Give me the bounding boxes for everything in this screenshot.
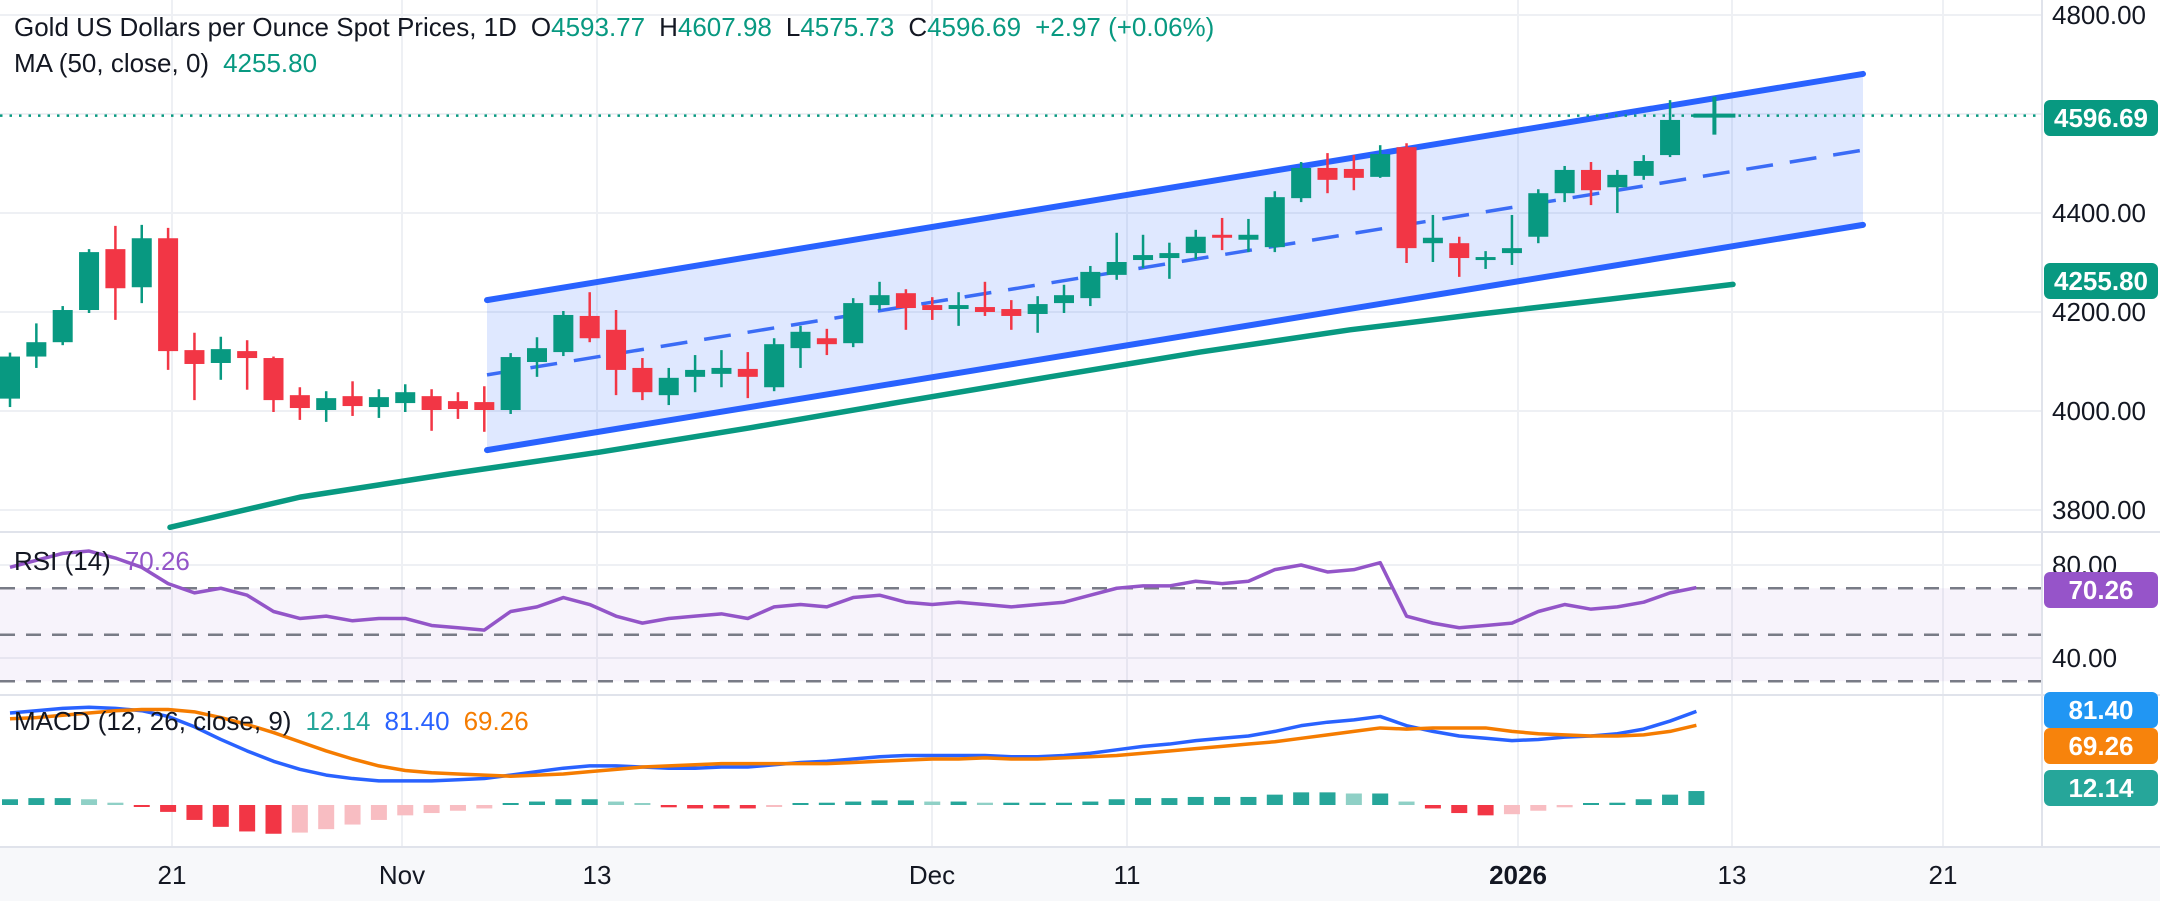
- panel-separators: [0, 531, 2160, 696]
- svg-text:12.14: 12.14: [2068, 773, 2134, 803]
- macd-histogram: [2, 791, 1705, 834]
- svg-text:70.26: 70.26: [2068, 575, 2133, 605]
- svg-text:40.00: 40.00: [2052, 643, 2117, 673]
- svg-text:4400.00: 4400.00: [2052, 198, 2146, 228]
- svg-text:2026: 2026: [1489, 860, 1547, 890]
- rsi-level-lines: [0, 587, 2042, 683]
- rsi-label: RSI (14): [14, 546, 111, 576]
- current-bar-marker: [1693, 96, 1736, 135]
- svg-text:4596.69: 4596.69: [2054, 103, 2148, 133]
- svg-text:21: 21: [158, 860, 187, 890]
- rsi-legend-row[interactable]: RSI (14) 70.26: [14, 546, 190, 577]
- symbol-title: Gold US Dollars per Ounce Spot Prices, 1…: [14, 12, 517, 42]
- candlestick-series[interactable]: [0, 100, 1681, 432]
- svg-text:13: 13: [1718, 860, 1747, 890]
- parallel-channel[interactable]: [484, 70, 1866, 454]
- svg-text:69.26: 69.26: [2068, 731, 2133, 761]
- svg-text:4255.80: 4255.80: [2054, 266, 2148, 296]
- ma-legend-row[interactable]: MA (50, close, 0) 4255.80: [14, 48, 317, 79]
- svg-text:4000.00: 4000.00: [2052, 396, 2146, 426]
- time-axis[interactable]: [0, 848, 2160, 901]
- ohlc-close: C 4596.69: [908, 12, 1022, 42]
- macd-signal-line[interactable]: [9, 707, 1697, 778]
- macd-legend-row[interactable]: MACD (12, 26, close, 9) 12.14 81.40 69.2…: [14, 706, 529, 737]
- svg-text:Dec: Dec: [909, 860, 955, 890]
- time-gridlines: [171, 0, 1944, 847]
- macd-signal-value: 69.26: [463, 706, 529, 736]
- rsi-gridlines: [0, 564, 2042, 659]
- macd-hist-value: 12.14: [305, 706, 371, 736]
- rsi-line[interactable]: [9, 549, 1697, 632]
- svg-text:4800.00: 4800.00: [2052, 0, 2146, 30]
- svg-text:81.40: 81.40: [2068, 695, 2133, 725]
- svg-text:11: 11: [1114, 860, 1141, 890]
- price-badges: 4596.69 4255.80 70.26 81.40 69.26 12.14: [2044, 100, 2158, 806]
- svg-text:3800.00: 3800.00: [2052, 495, 2146, 525]
- time-axis-labels[interactable]: 21 Nov 13 Dec 11 2026 13 21: [158, 860, 1958, 890]
- ma-value: 4255.80: [223, 48, 318, 78]
- ma50-line[interactable]: [167, 281, 1736, 531]
- svg-text:13: 13: [583, 860, 612, 890]
- ma-label: MA (50, close, 0): [14, 48, 210, 78]
- macd-line-value: 81.40: [384, 706, 450, 736]
- ohlc-low: L 4575.73: [785, 12, 895, 42]
- svg-text:4200.00: 4200.00: [2052, 297, 2146, 327]
- rsi-value: 70.26: [124, 546, 190, 576]
- main-legend-row[interactable]: Gold US Dollars per Ounce Spot Prices, 1…: [14, 12, 1214, 43]
- svg-text:21: 21: [1929, 860, 1958, 890]
- macd-label: MACD (12, 26, close, 9): [14, 706, 292, 736]
- svg-text:Nov: Nov: [379, 860, 425, 890]
- price-change: +2.97 (+0.06%): [1035, 12, 1215, 42]
- ohlc-open: O 4593.77: [530, 12, 646, 42]
- ohlc-high: H 4607.98: [659, 12, 772, 42]
